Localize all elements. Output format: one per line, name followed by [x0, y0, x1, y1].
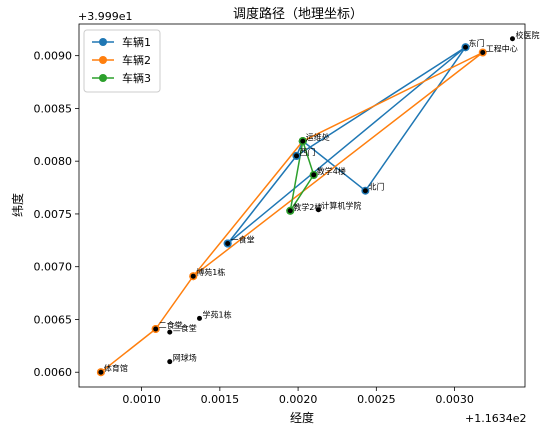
y-tick-label: 0.0075: [34, 208, 73, 221]
location-point: [167, 359, 173, 365]
y-tick-label: 0.0085: [34, 102, 73, 115]
chart-title: 调度路径（地理坐标）: [233, 6, 363, 22]
y-tick-label: 0.0065: [34, 313, 73, 326]
location-label: 计算机学院: [321, 201, 361, 211]
x-ticks: 0.0010 0.0015 0.0020 0.0025 0.0030: [122, 387, 474, 406]
location-label: 二食堂: [159, 320, 183, 330]
location-point: [509, 36, 515, 42]
location-label: 运维处: [306, 132, 330, 142]
x-tick-label: 0.0020: [279, 393, 318, 406]
plot-area: [78, 23, 526, 388]
location-point: [225, 240, 231, 246]
y-offset-label: +3.999e1: [78, 10, 132, 23]
location-label: 北门: [368, 182, 384, 192]
y-ticks: 0.0060 0.0065 0.0070 0.0075 0.0080 0.0085 0.00…: [34, 50, 79, 379]
location-point: [300, 138, 306, 144]
location-point: [311, 172, 317, 178]
x-tick-label: 0.0010: [122, 393, 161, 406]
location-point: [190, 273, 196, 279]
x-tick-label: 0.0030: [435, 393, 474, 406]
x-axis-label: 经度: [290, 410, 314, 425]
y-tick-label: 0.0070: [34, 261, 73, 274]
legend-marker-2: [99, 56, 107, 64]
legend-label-1: 车辆1: [122, 35, 151, 49]
location-point: [287, 208, 293, 214]
location-label: 教学4楼: [317, 166, 346, 176]
x-tick-label: 0.0025: [357, 393, 396, 406]
location-label: 教学2楼: [293, 202, 322, 212]
location-label: 学苑1栋: [202, 309, 231, 319]
y-tick-label: 0.0090: [34, 50, 73, 63]
location-point: [294, 153, 300, 159]
location-label: 博苑1栋: [196, 267, 225, 277]
x-tick-label: 0.0015: [201, 393, 240, 406]
location-point: [463, 44, 469, 50]
location-point: [480, 49, 486, 55]
location-label: 体育馆: [104, 363, 128, 373]
y-tick-label: 0.0080: [34, 155, 73, 168]
legend-marker-1: [99, 38, 107, 46]
y-axis-label: 纬度: [10, 193, 25, 217]
location-point: [196, 315, 202, 321]
location-label: 网球场: [173, 353, 197, 363]
series-line-2: [100, 51, 484, 373]
location-point: [167, 329, 173, 335]
location-point: [362, 188, 368, 194]
legend-label-2: 车辆2: [122, 53, 151, 67]
legend-label-3: 车辆3: [122, 71, 151, 85]
legend-marker-3: [99, 74, 107, 82]
legend: 车辆1 车辆2 车辆3: [83, 29, 161, 93]
series-line-1: [227, 46, 467, 245]
location-label: 东门: [469, 38, 485, 48]
location-label: 校医院: [515, 30, 539, 40]
location-label: 一食堂: [231, 234, 255, 244]
location-label: 西门: [300, 147, 316, 157]
location-point: [98, 369, 104, 375]
location-point: [315, 207, 321, 213]
location-point: [153, 326, 159, 332]
location-label: 工程中心: [486, 43, 518, 53]
x-offset-label: +1.1634e2: [465, 412, 526, 425]
y-tick-label: 0.0060: [34, 366, 73, 379]
location-label: 三食堂: [173, 323, 197, 333]
